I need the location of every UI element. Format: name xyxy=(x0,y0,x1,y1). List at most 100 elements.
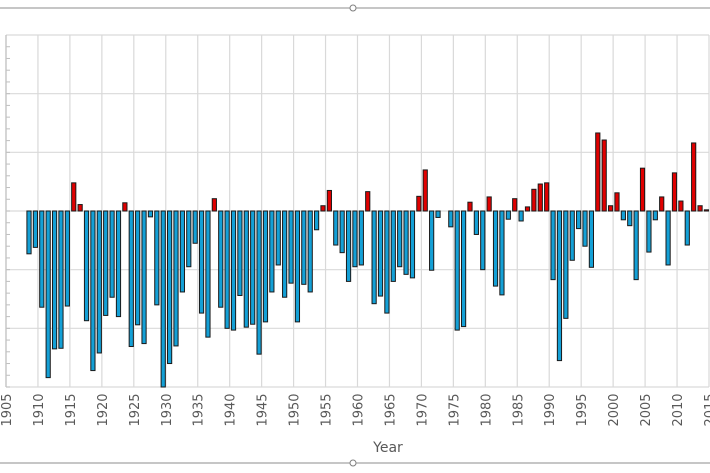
bars xyxy=(26,132,710,388)
bar-2000 xyxy=(614,192,620,212)
x-tick-label-1975: 1975 xyxy=(447,393,462,426)
bar-1971 xyxy=(429,210,435,271)
bar-1992 xyxy=(563,210,569,319)
x-tick-label-1965: 1965 xyxy=(383,393,398,426)
bar-1957 xyxy=(339,210,345,254)
bar-2005 xyxy=(646,210,652,253)
x-axis-title: Year xyxy=(372,440,403,456)
x-tick-label-2000: 2000 xyxy=(607,393,622,426)
x-tick-label-1905: 1905 xyxy=(0,393,15,426)
bar-1951 xyxy=(301,210,307,285)
bar-1964 xyxy=(384,210,390,314)
bar-2009 xyxy=(671,172,678,212)
bar-1927 xyxy=(147,210,154,218)
chart-frame xyxy=(0,4,710,467)
bar-1940 xyxy=(230,210,237,331)
bar-1943 xyxy=(250,210,256,325)
bar-1987 xyxy=(531,188,537,212)
bar-1977 xyxy=(467,201,473,212)
bar-1959 xyxy=(352,210,358,268)
bar-1988 xyxy=(537,183,543,212)
x-tick-label-1955: 1955 xyxy=(320,393,335,426)
bar-1984 xyxy=(512,198,518,212)
bar-1953 xyxy=(313,210,320,231)
bar-1982 xyxy=(499,210,505,296)
bar-1966 xyxy=(397,210,403,268)
bar-1923 xyxy=(122,202,128,212)
bar-1993 xyxy=(569,210,575,261)
bar-1924 xyxy=(128,210,134,348)
bar-1939 xyxy=(224,210,230,329)
bar-1956 xyxy=(333,210,339,246)
bar-1979 xyxy=(480,210,486,271)
bar-1989 xyxy=(544,182,550,212)
bar-1990 xyxy=(550,210,556,281)
bar-1921 xyxy=(109,210,115,298)
bar-1975 xyxy=(454,210,460,331)
x-tick-label-1930: 1930 xyxy=(160,393,175,426)
bar-1969 xyxy=(416,195,422,212)
bar-1941 xyxy=(237,210,243,296)
x-tick-label-2015: 2015 xyxy=(703,393,710,426)
bar-2011 xyxy=(684,210,690,246)
bar-1986 xyxy=(524,206,531,212)
bar-1958 xyxy=(345,210,352,282)
bar-1963 xyxy=(377,210,384,297)
bar-2004 xyxy=(639,167,646,212)
bar-1918 xyxy=(90,210,96,372)
bar-1914 xyxy=(64,210,70,307)
bar-1976 xyxy=(460,210,467,328)
bar-1922 xyxy=(115,210,122,318)
bar-1931 xyxy=(173,210,179,347)
x-tick-label-1910: 1910 xyxy=(32,393,47,426)
bar-2006 xyxy=(652,210,658,221)
bar-1954 xyxy=(320,205,326,212)
bar-1972 xyxy=(435,210,441,218)
bar-1949 xyxy=(288,210,294,284)
bar-1994 xyxy=(576,210,582,230)
bar-1968 xyxy=(409,210,416,279)
bar-1942 xyxy=(243,210,249,328)
bar-2010 xyxy=(678,200,684,212)
bar-1985 xyxy=(518,210,524,222)
x-tick-label-2005: 2005 xyxy=(639,393,654,426)
bar-1961 xyxy=(365,191,371,212)
bar-1912 xyxy=(51,210,58,350)
bar-1947 xyxy=(275,210,281,266)
x-tick-label-1950: 1950 xyxy=(288,393,303,426)
bar-1911 xyxy=(45,210,51,379)
resize-handle-bottom[interactable] xyxy=(349,459,357,467)
resize-handle-top[interactable] xyxy=(349,4,357,12)
bar-1932 xyxy=(179,210,185,293)
x-tick-label-1995: 1995 xyxy=(575,393,590,426)
bar-1925 xyxy=(135,210,141,326)
bar-2013 xyxy=(697,205,703,212)
bar-1944 xyxy=(256,210,262,355)
bar-1909 xyxy=(32,210,38,248)
bar-1936 xyxy=(205,210,211,338)
bar-1920 xyxy=(103,210,109,316)
x-tick-labels: 1905 1910 1915 1920 1925 1930 1935 1940 1945 1950… xyxy=(0,393,710,426)
bar-1974 xyxy=(448,210,454,228)
bar-1991 xyxy=(556,210,563,362)
x-tick-label-1980: 1980 xyxy=(479,393,494,426)
bar-1928 xyxy=(154,210,160,306)
bar-1910 xyxy=(39,210,45,308)
bar-1999 xyxy=(607,205,614,212)
bar-2001 xyxy=(620,210,626,221)
x-tick-label-1940: 1940 xyxy=(224,393,239,426)
bar-2014 xyxy=(703,209,710,212)
bar-2012 xyxy=(691,142,697,212)
x-tick-label-1990: 1990 xyxy=(543,393,558,426)
bar-1970 xyxy=(422,169,428,212)
bar-1962 xyxy=(371,210,377,305)
bar-1950 xyxy=(294,210,301,323)
bar-1935 xyxy=(198,210,205,314)
bar-1938 xyxy=(218,210,224,308)
x-tick-label-1985: 1985 xyxy=(511,393,526,426)
x-tick-label-1945: 1945 xyxy=(256,393,271,426)
bar-1937 xyxy=(211,198,217,212)
x-tick-label-1960: 1960 xyxy=(352,393,367,426)
bar-1919 xyxy=(96,210,102,354)
